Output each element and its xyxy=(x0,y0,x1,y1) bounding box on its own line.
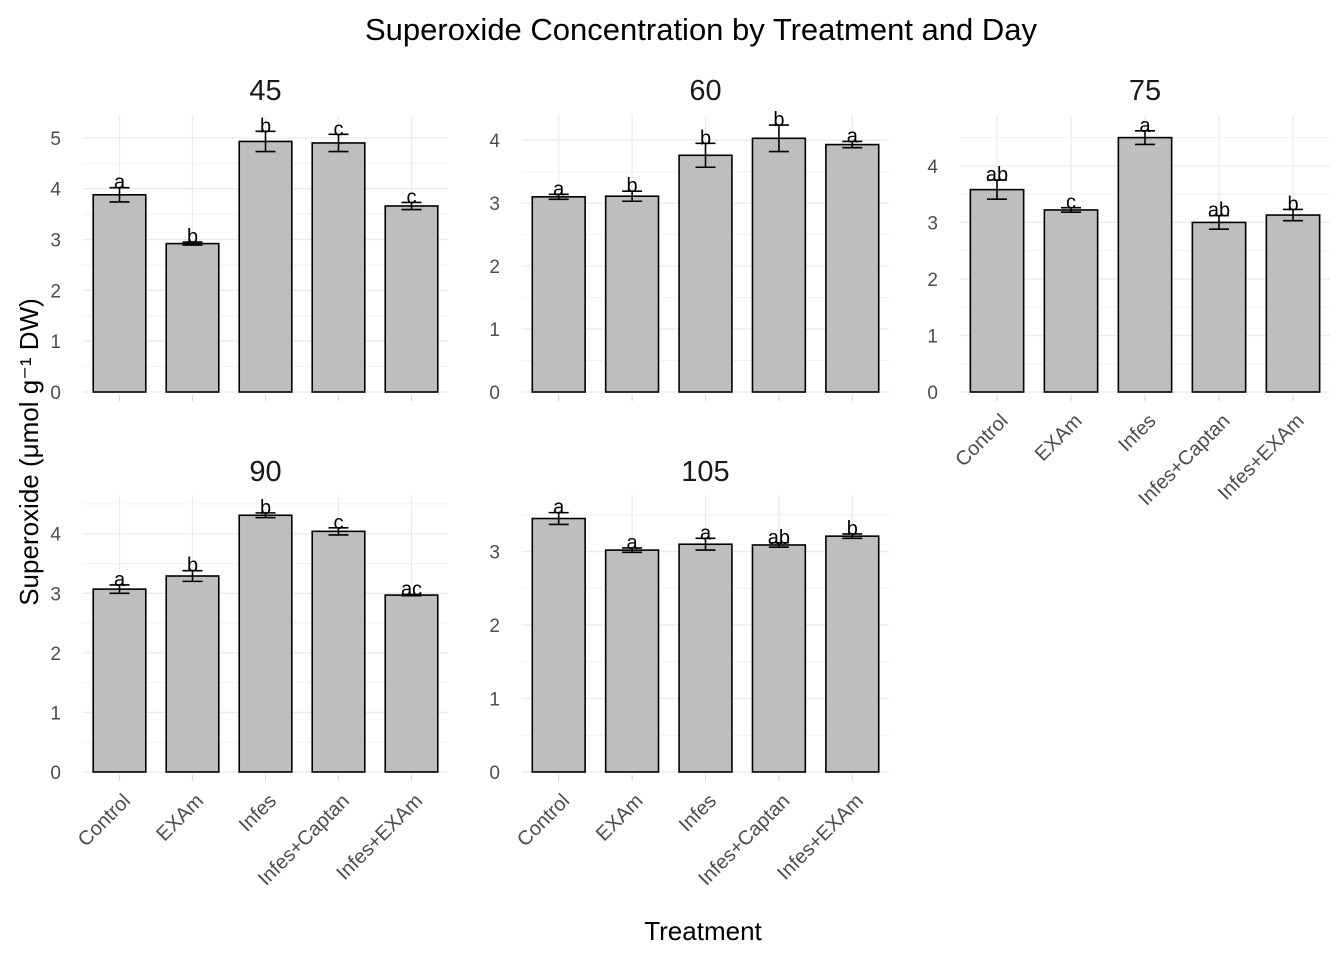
y-tick-label: 3 xyxy=(927,213,938,234)
bar-exam xyxy=(165,242,220,393)
significance-letter: ab xyxy=(768,527,790,549)
significance-letter: b xyxy=(187,555,198,577)
y-tick-label: 3 xyxy=(489,194,500,215)
y-tick-label: 5 xyxy=(50,129,61,150)
y-tick-label: 1 xyxy=(927,326,938,347)
significance-letter: a xyxy=(627,532,639,554)
bar-infes xyxy=(238,514,293,773)
bar-control xyxy=(92,588,147,773)
bar-exam xyxy=(604,195,660,393)
bar-infes-exam xyxy=(1265,214,1321,393)
y-tick-label: 2 xyxy=(50,644,61,665)
x-tick-label: EXAm xyxy=(1031,410,1087,466)
x-tick-label: Control xyxy=(951,410,1012,471)
y-tick-label: 1 xyxy=(50,332,61,353)
bar-infes-captan xyxy=(751,137,807,393)
significance-letter: ab xyxy=(1208,200,1230,222)
significance-letter: b xyxy=(700,127,711,149)
y-tick-label: 0 xyxy=(489,383,500,404)
y-tick-label: 4 xyxy=(50,180,61,201)
significance-letter: c xyxy=(1066,192,1076,214)
facet-panel-60: 0 1 2 3 4 60 a b b b a xyxy=(489,75,889,404)
chart-title: Superoxide Concentration by Treatment an… xyxy=(365,12,1038,47)
facet-strip-label: 90 xyxy=(249,456,281,488)
y-tick-label: 1 xyxy=(489,690,500,711)
bar-infes-captan xyxy=(751,544,807,773)
x-tick-label: Infes xyxy=(235,790,281,836)
significance-letter: b xyxy=(260,497,271,519)
y-tick-label: 4 xyxy=(927,157,938,178)
x-axis-title: Treatment xyxy=(644,916,762,946)
y-tick-label: 1 xyxy=(50,703,61,724)
bar-infes-exam xyxy=(825,143,880,393)
bar-infes-exam xyxy=(384,205,439,393)
x-tick-label: Infes xyxy=(675,790,721,836)
y-tick-label: 3 xyxy=(50,231,61,252)
x-tick-label: Infes xyxy=(1114,410,1160,456)
facet-strip-label: 60 xyxy=(689,75,721,107)
significance-letter: ac xyxy=(401,578,422,600)
bar-infes xyxy=(1117,136,1173,393)
bar-infes xyxy=(678,154,733,393)
bar-infes-captan xyxy=(311,142,366,393)
significance-letter: a xyxy=(1139,115,1151,137)
significance-letter: b xyxy=(187,226,198,248)
bar-exam xyxy=(604,549,660,773)
y-tick-label: 2 xyxy=(50,281,61,302)
significance-letter: b xyxy=(260,115,271,137)
y-tick-label: 3 xyxy=(489,543,500,564)
significance-letter: a xyxy=(553,497,565,519)
bar-exam xyxy=(1043,209,1099,393)
x-tick-label: EXAm xyxy=(152,790,208,846)
significance-letter: a xyxy=(553,178,565,200)
y-tick-label: 0 xyxy=(50,383,61,404)
y-tick-label: 4 xyxy=(489,131,500,152)
bar-infes-exam xyxy=(384,594,439,773)
bar-infes xyxy=(678,543,733,773)
y-tick-label: 2 xyxy=(489,257,500,278)
x-tick-label: Control xyxy=(74,790,135,851)
bar-control xyxy=(531,517,586,773)
bar-control xyxy=(531,196,586,393)
significance-letter: c xyxy=(334,512,344,534)
significance-letter: a xyxy=(114,172,126,194)
bar-infes-captan xyxy=(311,530,366,773)
significance-letter: a xyxy=(114,569,126,591)
y-tick-label: 4 xyxy=(50,525,61,546)
bar-infes-captan xyxy=(1191,221,1247,393)
significance-letter: c xyxy=(407,186,417,208)
facet-strip-label: 75 xyxy=(1129,75,1161,107)
significance-letter: a xyxy=(700,522,712,544)
y-tick-label: 2 xyxy=(927,270,938,291)
significance-letter: c xyxy=(334,118,344,140)
significance-letter: a xyxy=(847,125,859,147)
facet-strip-label: 45 xyxy=(249,75,281,107)
bar-exam xyxy=(165,575,220,773)
y-tick-label: 0 xyxy=(489,763,500,784)
significance-letter: b xyxy=(847,518,858,540)
y-tick-label: 1 xyxy=(489,320,500,341)
bar-infes xyxy=(238,140,293,393)
bar-infes-exam xyxy=(825,535,880,773)
y-tick-label: 0 xyxy=(50,763,61,784)
x-tick-label: Control xyxy=(513,790,574,851)
y-axis-title: Superoxide (μmol g⁻¹ DW) xyxy=(14,298,44,606)
significance-letter: b xyxy=(1287,193,1298,215)
y-tick-label: 3 xyxy=(50,584,61,605)
y-tick-label: 0 xyxy=(927,383,938,404)
facet-strip-label: 105 xyxy=(681,456,729,488)
bar-control xyxy=(92,193,147,393)
significance-letter: b xyxy=(627,175,638,197)
significance-letter: ab xyxy=(986,164,1008,186)
significance-letter: b xyxy=(773,109,784,131)
y-tick-label: 2 xyxy=(489,616,500,637)
bar-control xyxy=(969,188,1025,393)
x-tick-label: EXAm xyxy=(592,790,648,846)
